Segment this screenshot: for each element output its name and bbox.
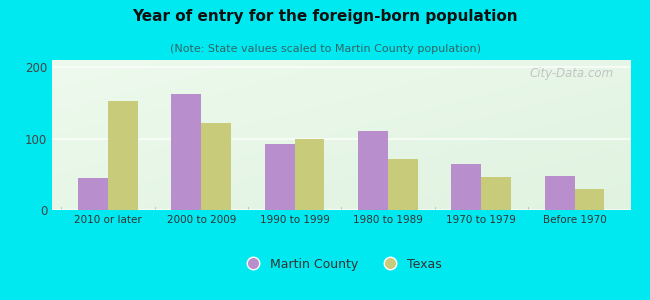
- Bar: [358, 131, 388, 210]
- Bar: [451, 164, 481, 210]
- Bar: [172, 94, 202, 210]
- Bar: [294, 139, 324, 210]
- Bar: [575, 189, 604, 210]
- Bar: [108, 101, 138, 210]
- Text: Year of entry for the foreign-born population: Year of entry for the foreign-born popul…: [132, 9, 518, 24]
- Bar: [388, 159, 418, 210]
- Bar: [202, 123, 231, 210]
- Bar: [78, 178, 108, 210]
- Bar: [265, 144, 294, 210]
- Bar: [545, 176, 575, 210]
- Legend: Martin County, Texas: Martin County, Texas: [235, 253, 447, 276]
- Text: City-Data.com: City-Data.com: [529, 68, 613, 80]
- Bar: [481, 177, 511, 210]
- Text: (Note: State values scaled to Martin County population): (Note: State values scaled to Martin Cou…: [170, 44, 480, 53]
